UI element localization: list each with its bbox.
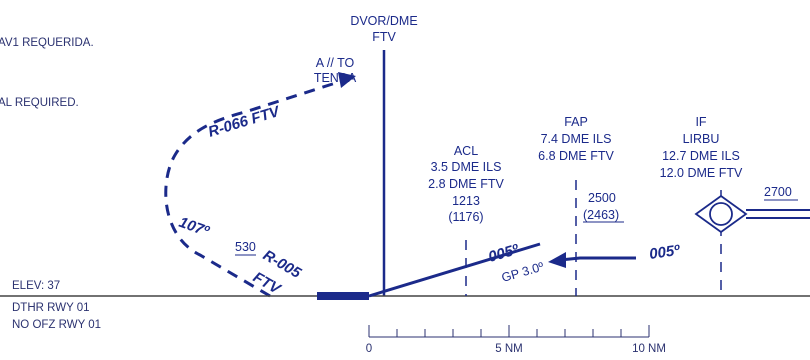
procedure-turn-path [164, 78, 346, 298]
outbound-bearing-label: 107º [177, 214, 213, 241]
acl-altitude: 1213 [452, 194, 480, 208]
runway-block [317, 292, 369, 300]
acl-dme-ils: 3.5 DME ILS [431, 160, 502, 174]
station-name: DVOR/DME [350, 14, 417, 28]
aerodrome-ofz: NO OFZ RWY 01 [12, 319, 101, 331]
acl-height: (1176) [448, 210, 483, 224]
if-ident: LIRBU [683, 132, 720, 146]
scale-label-5: 5 NM [495, 343, 522, 355]
station-ident: FTV [372, 30, 396, 44]
if-dme-ils: 12.7 DME ILS [662, 149, 740, 163]
note-line-2: AL REQUIRED. [0, 97, 79, 109]
distance-scale: 0 5 NM 10 NM [366, 325, 666, 355]
fap-dme-ils: 7.4 DME ILS [541, 132, 612, 146]
fap-height: (2463) [583, 208, 619, 222]
note-line-1: AV1 REQUERIDA. [0, 37, 94, 49]
missed-radial-label: R-066 FTV [206, 103, 283, 141]
acl-dme-ftv: 2.8 DME FTV [428, 177, 504, 191]
acl-name: ACL [454, 144, 478, 158]
final-course-label: 005º [486, 241, 521, 266]
aerodrome-dthr: DTHR RWY 01 [12, 302, 90, 314]
scale-label-10: 10 NM [632, 343, 666, 355]
scale-label-0: 0 [366, 343, 372, 355]
if-altitude: 2700 [764, 185, 792, 199]
final-approach-line [368, 242, 541, 298]
intermediate-course-label: 005º [648, 242, 682, 263]
min-altitude-value: 530 [235, 240, 256, 254]
glidepath-label: GP 3.0º [500, 259, 546, 284]
intermediate-segment-line [559, 256, 636, 262]
fap-dme-ftv: 6.8 DME FTV [538, 149, 614, 163]
if-dme-ftv: 12.0 DME FTV [660, 166, 743, 180]
if-name: IF [695, 115, 706, 129]
fap-altitude: 2500 [588, 191, 616, 205]
aerodrome-elevation: ELEV: 37 [12, 280, 60, 292]
turn-note-line-1: A // TO [316, 56, 355, 70]
if-fix-icon [694, 194, 748, 234]
fap-name: FAP [564, 115, 588, 129]
procedure-turn-arrowhead [338, 72, 356, 88]
intermediate-segment-arrowhead [548, 252, 566, 268]
